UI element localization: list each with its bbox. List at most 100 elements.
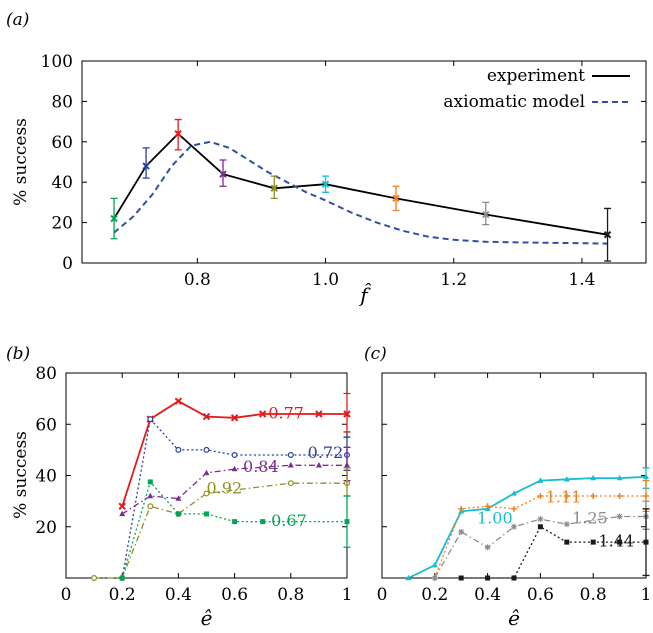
- data-point-marker: [392, 194, 400, 203]
- data-point-marker: [603, 231, 612, 239]
- data-point-marker: [174, 397, 183, 405]
- data-point-marker: [590, 474, 597, 481]
- x-tick-label: 0.2: [421, 585, 448, 605]
- data-point-marker: [617, 539, 623, 545]
- data-point-marker: [482, 210, 490, 219]
- data-point-marker: [321, 180, 330, 188]
- y-tick-label: 20: [35, 518, 57, 538]
- data-point-marker: [230, 414, 239, 422]
- data-point-marker: [118, 502, 126, 510]
- x-tick-label: 0.2: [109, 585, 136, 605]
- data-point-marker: [175, 511, 181, 517]
- x-tick-label: 0: [61, 585, 72, 605]
- data-point-marker: [458, 575, 464, 581]
- data-point-marker: [564, 539, 570, 545]
- error-bar: [343, 495, 351, 548]
- y-tick-label: 40: [51, 173, 73, 193]
- y-axis-label: % success: [11, 431, 31, 519]
- series-line-axiomatic-model: [113, 140, 608, 245]
- data-point-marker: [616, 493, 623, 499]
- series-label-1.11: 1.11: [546, 487, 582, 506]
- data-point-marker: [110, 214, 118, 223]
- y-tick-label: 20: [51, 214, 73, 234]
- x-tick-label: 0.8: [184, 270, 211, 290]
- legend: experiment axiomatic model: [443, 66, 630, 112]
- data-point-marker: [616, 474, 623, 481]
- x-tick-label: 0.6: [527, 585, 554, 605]
- series-line-1.00: [408, 475, 647, 579]
- data-point-marker: [511, 523, 517, 530]
- x-tick-label: 0.8: [277, 585, 304, 605]
- y-tick-label: 80: [51, 92, 73, 112]
- data-point-marker: [260, 519, 266, 525]
- series-label-1.25: 1.25: [572, 508, 608, 527]
- data-point-marker: [203, 469, 210, 476]
- data-point-marker: [563, 476, 570, 482]
- panel-label: (b): [6, 344, 30, 364]
- series-label-1.00: 1.00: [477, 508, 513, 527]
- series-line-1.11: [434, 495, 646, 579]
- y-tick-label: 0: [62, 254, 73, 274]
- data-point-marker: [147, 492, 154, 499]
- series-line-1.44: [461, 525, 646, 579]
- data-point-marker: [537, 516, 544, 523]
- data-point-marker: [287, 480, 294, 487]
- x-tick-label: 0.4: [474, 585, 501, 605]
- series-line-0.84: [121, 464, 347, 515]
- data-point-marker: [175, 446, 182, 453]
- x-axis-label: ê: [508, 606, 520, 630]
- data-point-marker: [431, 561, 438, 568]
- data-point-marker: [147, 503, 154, 510]
- data-point-marker: [287, 462, 294, 468]
- x-axis-label: f̂: [358, 283, 372, 307]
- plot-frame: [65, 372, 348, 579]
- y-axis-label: % success: [11, 118, 31, 206]
- series-label-0.67: 0.67: [271, 511, 307, 530]
- y-tick-label: 100: [41, 52, 73, 72]
- data-point-marker: [537, 477, 544, 483]
- x-tick-label: 1: [342, 585, 353, 605]
- y-tick-label: 60: [35, 415, 57, 435]
- data-point-marker: [590, 539, 596, 545]
- error-bar: [142, 147, 150, 179]
- panel-label: (a): [6, 10, 29, 30]
- data-point-marker: [258, 410, 267, 418]
- series-label-0.84: 0.84: [243, 457, 279, 476]
- panel-c: 0 0.2 0.4 0.6 0.8 1 (c) ê 1.00 1.11 1.25 1.44: [364, 344, 651, 630]
- data-point-marker: [458, 528, 465, 535]
- legend-label: axiomatic model: [443, 92, 585, 112]
- data-point-marker: [147, 416, 154, 423]
- data-point-marker: [270, 184, 278, 192]
- series-label-0.92: 0.92: [207, 478, 243, 497]
- data-point-marker: [484, 503, 491, 510]
- series-label-1.44: 1.44: [598, 531, 634, 550]
- data-point-marker: [616, 513, 623, 520]
- x-tick-label: 0.4: [165, 585, 192, 605]
- data-point-marker: [231, 452, 238, 459]
- x-axis-label: ê: [201, 606, 213, 630]
- data-point-marker: [203, 446, 210, 453]
- data-point-marker: [202, 412, 211, 421]
- x-tick-label: 0: [377, 585, 388, 605]
- data-point-marker: [231, 465, 238, 472]
- data-point-marker: [219, 170, 227, 178]
- panel-a: 0.8 1.0 1.2 1.4 0 20 40 60 80 100 (a) f̂ % success ex…: [6, 10, 647, 307]
- series-label-0.77: 0.77: [268, 403, 304, 422]
- error-bar: [343, 392, 351, 433]
- x-tick-label: 1.0: [312, 270, 339, 290]
- data-point-marker: [484, 544, 491, 551]
- data-point-marker: [315, 462, 322, 468]
- data-point-marker: [142, 162, 150, 170]
- x-tick-label: 1.2: [440, 270, 467, 290]
- data-point-marker: [485, 575, 491, 581]
- data-point-marker: [590, 493, 597, 499]
- data-point-marker: [119, 575, 125, 581]
- data-point-marker: [405, 574, 412, 581]
- data-point-marker: [458, 505, 465, 512]
- data-point-marker: [287, 452, 294, 459]
- data-point-marker: [91, 574, 98, 581]
- x-tick-label: 1.4: [568, 270, 595, 290]
- error-bar: [642, 508, 650, 577]
- data-point-marker: [511, 490, 517, 496]
